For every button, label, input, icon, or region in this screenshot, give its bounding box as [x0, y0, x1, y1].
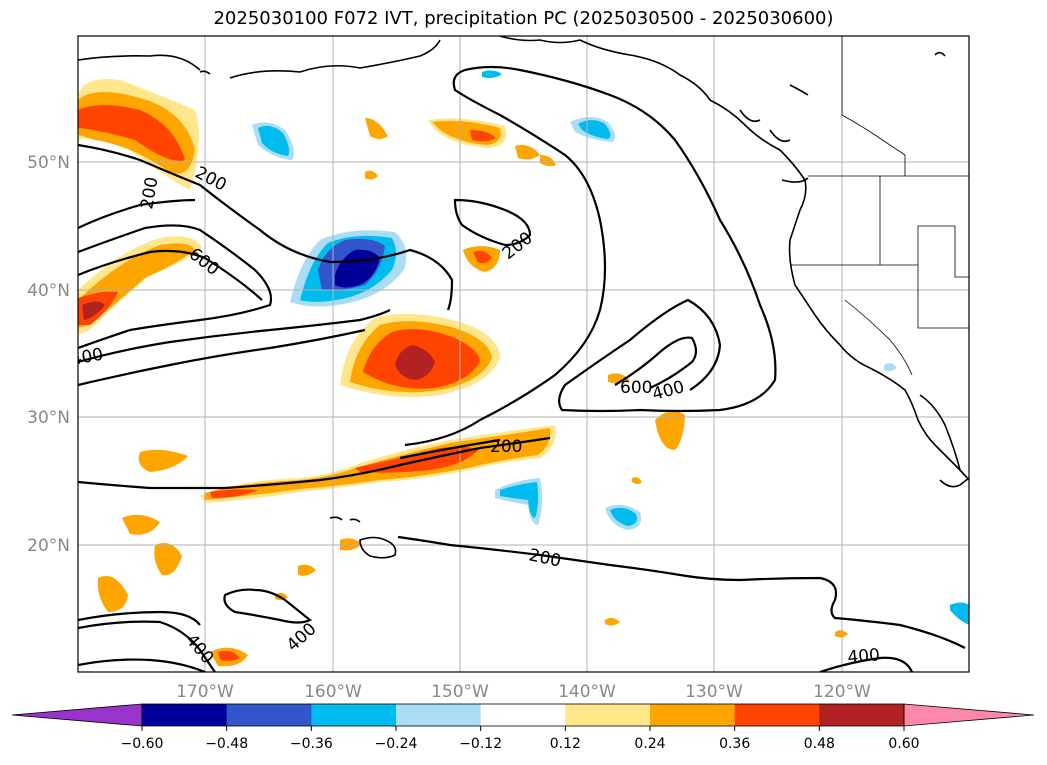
lat-label: 40°N	[27, 281, 70, 301]
borders	[790, 36, 969, 376]
lon-label: 130°W	[685, 682, 743, 702]
lon-label: 120°W	[813, 682, 871, 702]
coastlines	[78, 36, 969, 559]
lon-label: 140°W	[558, 682, 616, 702]
longitude-labels: 170°W 160°W 150°W 140°W 130°W 120°W	[176, 682, 871, 702]
lon-label: 150°W	[431, 682, 489, 702]
colorbar-tick-label: −0.60	[121, 736, 164, 752]
lat-label: 20°N	[27, 536, 70, 556]
colorbar-tick-label: 0.12	[550, 736, 581, 752]
colorbar-tick-label: 0.36	[719, 736, 750, 752]
colorbar-segment	[226, 704, 312, 726]
colorbar-outline	[141, 703, 905, 727]
colorbar-tick-label: −0.36	[290, 736, 333, 752]
colorbar-tick-label: 0.24	[634, 736, 665, 752]
colorbar-segment	[311, 704, 397, 726]
colorbar-tick-label: −0.48	[205, 736, 248, 752]
colorbar-segment	[734, 704, 820, 726]
gridlines	[78, 36, 969, 672]
colorbar-segment	[142, 704, 228, 726]
map-title: 2025030100 F072 IVT, precipitation PC (2…	[213, 8, 834, 29]
colorbar-segment	[396, 704, 482, 726]
contour-label: 200	[490, 437, 522, 457]
lon-label: 160°W	[304, 682, 362, 702]
lon-label: 170°W	[176, 682, 234, 702]
colorbar-tick-label: −0.12	[459, 736, 502, 752]
colorbar-tick-label: 0.48	[804, 736, 835, 752]
colorbar-segment	[565, 704, 651, 726]
colorbar: −0.60 −0.48 −0.36 −0.24 −0.12 0.12 0.24 0.36 0.4…	[11, 703, 1035, 752]
lat-label: 30°N	[27, 408, 70, 428]
colorbar-tick-label: −0.24	[375, 736, 418, 752]
contour-label: 600	[620, 378, 652, 398]
map-frame	[77, 35, 970, 673]
lat-label: 50°N	[27, 153, 70, 173]
colorbar-segment	[819, 704, 905, 726]
contour-label: 400	[847, 645, 881, 668]
ivt-contours	[78, 65, 966, 672]
colorbar-segment	[480, 704, 566, 726]
map-area	[78, 36, 969, 672]
colorbar-tick-label: 0.60	[888, 736, 919, 752]
colorbar-extend-min	[11, 703, 143, 727]
latitude-labels: 50°N 40°N 30°N 20°N	[27, 153, 70, 556]
colorbar-segment	[650, 704, 736, 726]
colorbar-extend-max	[903, 703, 1035, 727]
